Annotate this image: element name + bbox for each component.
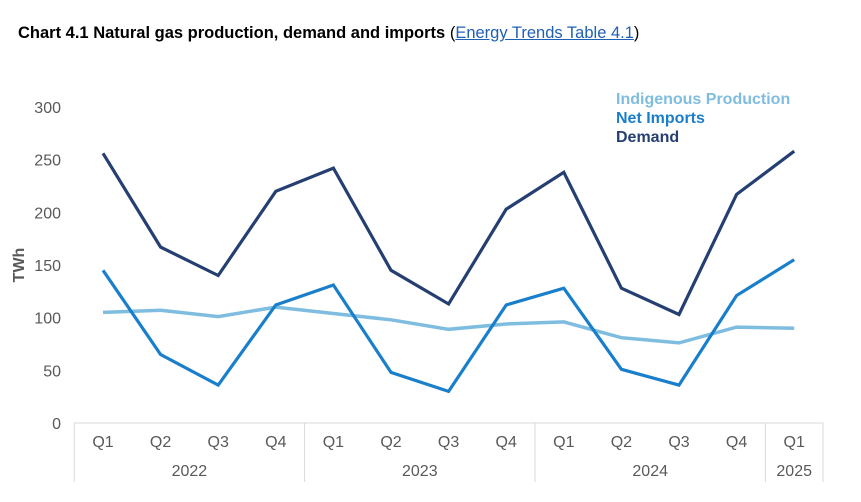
x-year-label: 2023 <box>402 463 438 480</box>
y-tick-label: 0 <box>52 416 61 433</box>
x-tick-label: Q1 <box>553 434 574 451</box>
x-tick-label: Q1 <box>323 434 344 451</box>
chart-title-text: Chart 4.1 Natural gas production, demand… <box>18 24 446 42</box>
series-line-demand <box>101 149 796 317</box>
legend: Indigenous Production Net Imports Demand <box>616 91 790 146</box>
x-axis: Q1 Q2 Q3 Q4 Q1 Q2 Q3 Q4 Q1 Q2 Q3 Q4 Q1 2022 2023 2024 20… <box>73 422 824 482</box>
x-tick-label: Q1 <box>784 434 805 451</box>
x-tick-label: Q3 <box>668 434 689 451</box>
legend-item-indigenous-production: Indigenous Production <box>616 91 790 108</box>
chart-title: Chart 4.1 Natural gas production, demand… <box>18 24 639 43</box>
energy-trends-table-link[interactable]: Energy Trends Table 4.1 <box>455 24 634 42</box>
x-tick-label: Q4 <box>726 434 747 451</box>
x-tick-label: Q1 <box>92 434 113 451</box>
x-tick-label: Q2 <box>150 434 171 451</box>
x-tick-label: Q2 <box>380 434 401 451</box>
y-tick-label: 150 <box>34 258 61 275</box>
close-paren: ) <box>633 24 640 42</box>
y-tick-label: 100 <box>34 311 61 328</box>
x-year-label: 2025 <box>776 463 812 480</box>
legend-item-net-imports: Net Imports <box>616 110 705 127</box>
x-year-label: 2022 <box>172 463 208 480</box>
series-lines <box>101 149 796 394</box>
legend-item-demand: Demand <box>616 129 679 146</box>
y-tick-label: 200 <box>34 205 61 222</box>
y-tick-label: 50 <box>43 363 61 380</box>
series-line-net-imports <box>101 258 796 394</box>
open-paren: ( <box>449 24 456 42</box>
x-tick-label: Q4 <box>265 434 286 451</box>
y-tick-label: 300 <box>34 100 61 117</box>
y-axis-label: TWh <box>11 248 28 283</box>
x-year-label: 2024 <box>632 463 668 480</box>
series-line-indigenous-production <box>102 305 795 345</box>
y-axis: 0 50 100 150 200 250 300 <box>34 100 61 433</box>
x-tick-label: Q2 <box>611 434 632 451</box>
x-tick-label: Q4 <box>496 434 517 451</box>
x-tick-label: Q3 <box>438 434 459 451</box>
y-tick-label: 250 <box>34 153 61 170</box>
x-tick-label: Q3 <box>208 434 229 451</box>
